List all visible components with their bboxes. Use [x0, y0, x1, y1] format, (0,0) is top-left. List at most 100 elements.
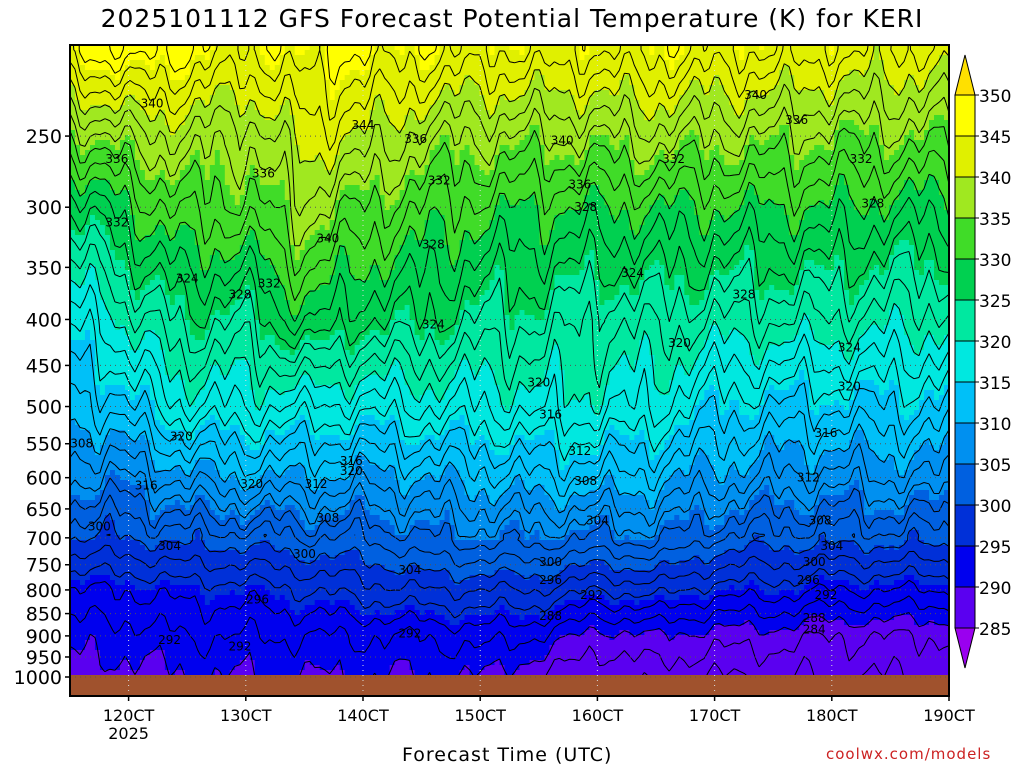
heat-cell — [394, 100, 401, 106]
heat-cell — [279, 145, 286, 151]
heat-cell — [294, 75, 301, 81]
heat-cell — [929, 100, 935, 106]
heat-cell — [479, 75, 486, 81]
heat-cell — [94, 65, 101, 71]
heat-cell — [299, 145, 306, 151]
heat-cell — [934, 105, 940, 111]
heat-cell — [399, 165, 406, 171]
heat-cell — [344, 135, 351, 141]
heat-cell — [849, 45, 855, 51]
heat-cell — [254, 100, 261, 106]
heat-cell — [304, 180, 311, 186]
heat-cell — [474, 170, 481, 176]
heat-cell — [859, 65, 865, 71]
heat-cell — [544, 170, 551, 176]
heat-cell — [349, 120, 356, 126]
heat-cell — [139, 150, 146, 156]
heat-cell — [574, 75, 581, 81]
heat-cell — [224, 170, 231, 176]
heat-cell — [819, 120, 825, 126]
heat-cell — [879, 115, 885, 121]
heat-cell — [474, 70, 481, 76]
heat-cell — [759, 155, 765, 161]
heat-cell — [574, 160, 581, 166]
heat-cell — [474, 55, 481, 61]
heat-cell — [664, 170, 670, 176]
heat-cell — [589, 105, 595, 111]
heat-cell — [719, 115, 725, 121]
heat-cell — [209, 130, 216, 136]
heat-cell — [874, 125, 880, 131]
heat-cell — [449, 145, 456, 151]
heat-cell — [109, 160, 116, 166]
heat-cell — [354, 75, 361, 81]
heat-cell — [264, 110, 271, 116]
heat-cell — [924, 150, 930, 156]
heat-cell — [699, 45, 705, 51]
heat-cell — [489, 115, 496, 121]
heat-cell — [74, 75, 81, 81]
heat-cell — [829, 60, 835, 66]
heat-cell — [244, 75, 251, 81]
heat-cell — [89, 180, 96, 186]
heat-cell — [599, 140, 605, 146]
heat-cell — [329, 150, 336, 156]
heat-cell — [569, 85, 576, 91]
heat-cell — [384, 110, 391, 116]
heat-cell — [469, 165, 476, 171]
heat-cell — [469, 160, 476, 166]
heat-cell — [569, 155, 576, 161]
heat-cell — [144, 105, 151, 111]
heat-cell — [399, 145, 406, 151]
heat-cell — [289, 145, 296, 151]
heat-cell — [484, 70, 491, 76]
heat-cell — [594, 85, 600, 91]
heat-cell — [444, 155, 451, 161]
heat-cell — [419, 155, 426, 161]
heat-cell — [249, 150, 256, 156]
heat-cell — [869, 165, 875, 171]
heat-cell — [694, 115, 700, 121]
heat-cell — [569, 80, 576, 86]
heat-cell — [644, 160, 650, 166]
heat-cell — [894, 170, 900, 176]
heat-cell — [199, 85, 206, 91]
heat-cell — [699, 100, 705, 106]
heat-cell — [219, 135, 226, 141]
heat-cell — [809, 45, 815, 51]
heat-cell — [594, 145, 600, 151]
heat-cell — [214, 120, 221, 126]
heat-cell — [774, 70, 780, 76]
heat-cell — [159, 75, 166, 81]
heat-cell — [624, 105, 630, 111]
heat-cell — [269, 80, 276, 86]
heat-cell — [459, 50, 466, 56]
heat-cell — [70, 55, 76, 61]
heat-cell — [89, 60, 96, 66]
heat-cell — [814, 155, 820, 161]
heat-cell — [70, 175, 76, 181]
heat-cell — [509, 75, 516, 81]
heat-cell — [144, 110, 151, 116]
heat-cell — [499, 160, 506, 166]
heat-cell — [284, 145, 291, 151]
heat-cell — [779, 65, 785, 71]
heat-cell — [89, 160, 96, 166]
heat-cell — [644, 100, 650, 106]
heat-cell — [179, 95, 186, 101]
heat-cell — [674, 75, 680, 81]
heat-cell — [109, 105, 116, 111]
heat-cell — [524, 140, 531, 146]
heat-cell — [79, 145, 86, 151]
heat-cell — [524, 100, 531, 106]
heat-cell — [879, 175, 885, 181]
heat-cell — [679, 85, 685, 91]
heat-cell — [424, 60, 431, 66]
heat-cell — [374, 145, 381, 151]
heat-cell — [794, 175, 800, 181]
heat-cell — [709, 140, 715, 146]
heat-cell — [229, 50, 236, 56]
heat-cell — [504, 85, 511, 91]
heat-cell — [704, 85, 710, 91]
heat-cell — [269, 140, 276, 146]
